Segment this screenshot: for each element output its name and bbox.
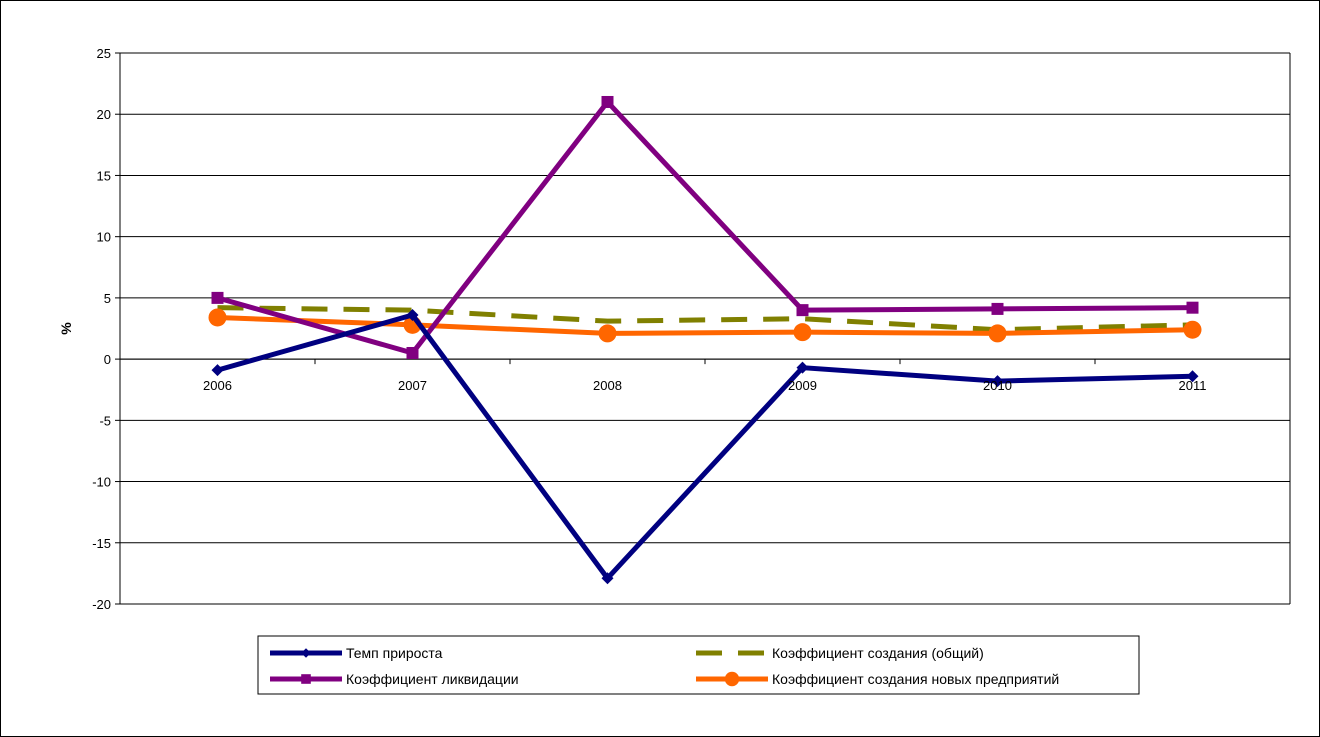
circle-marker [724, 671, 740, 687]
legend-entry: Коэффициент создания новых предприятий [696, 671, 1059, 687]
square-marker [406, 346, 419, 359]
square-marker [601, 95, 614, 108]
y-tick-label: -20 [92, 597, 111, 612]
legend-label: Коэффициент ликвидации [346, 671, 519, 687]
axes [115, 52, 1291, 605]
series-lines [208, 95, 1202, 585]
y-tick-label: 15 [97, 168, 111, 183]
square-marker [211, 291, 224, 304]
x-tick-label: 2006 [203, 378, 232, 393]
diamond-marker [796, 361, 809, 374]
legend-label: Коэффициент создания новых предприятий [772, 671, 1059, 687]
legend: Темп прироста Коэффициент создания (общий… [257, 635, 1140, 695]
diamond-marker [991, 375, 1004, 388]
x-tick-label: 2008 [593, 378, 622, 393]
series-line [216, 98, 1193, 356]
legend-label: Коэффициент создания (общий) [772, 645, 984, 661]
diamond-marker [301, 648, 311, 658]
y-tick-label: 20 [97, 107, 111, 122]
legend-entry: Коэффициент ликвидации [270, 671, 519, 687]
circle-marker [208, 308, 227, 327]
diamond-marker [601, 572, 614, 585]
circle-marker [988, 324, 1007, 343]
x-tick-label: 2007 [398, 378, 427, 393]
x-tick-label: 2009 [788, 378, 817, 393]
series-1 [211, 95, 1199, 359]
series-line [217, 305, 1193, 333]
circle-marker [793, 323, 812, 342]
legend-entry: Темп прироста [270, 645, 443, 661]
series-2 [217, 305, 1193, 333]
diamond-marker [406, 309, 419, 322]
square-marker [1186, 301, 1199, 314]
y-tick-label: -10 [92, 475, 111, 490]
series-line [216, 312, 1193, 583]
x-tick-label: 2011 [1179, 378, 1207, 393]
legend-label: Темп прироста [346, 645, 443, 661]
tick-labels: -20 -15 -10 -5 0 5 10 15 20 25% 2006 2007 2008 2009 20… [58, 46, 1206, 612]
circle-marker [1183, 320, 1202, 339]
diamond-marker [1186, 370, 1199, 383]
legend-box [257, 635, 1140, 695]
y-tick-label: -15 [92, 536, 111, 551]
y-tick-label: 0 [104, 352, 111, 367]
square-marker [796, 304, 809, 317]
y-tick-label: 25 [97, 46, 111, 61]
legend-entry: Коэффициент создания (общий) [696, 645, 984, 661]
square-marker [991, 302, 1004, 315]
x-tick-label: 2010 [983, 378, 1012, 393]
circle-marker [598, 324, 617, 343]
y-tick-label: 5 [104, 291, 111, 306]
y-tick-label: 10 [97, 230, 111, 245]
diamond-marker [211, 364, 224, 377]
y-tick-label: -5 [99, 413, 111, 428]
series-0 [211, 309, 1199, 585]
y-axis-title: % [58, 322, 74, 335]
square-marker [301, 674, 311, 684]
